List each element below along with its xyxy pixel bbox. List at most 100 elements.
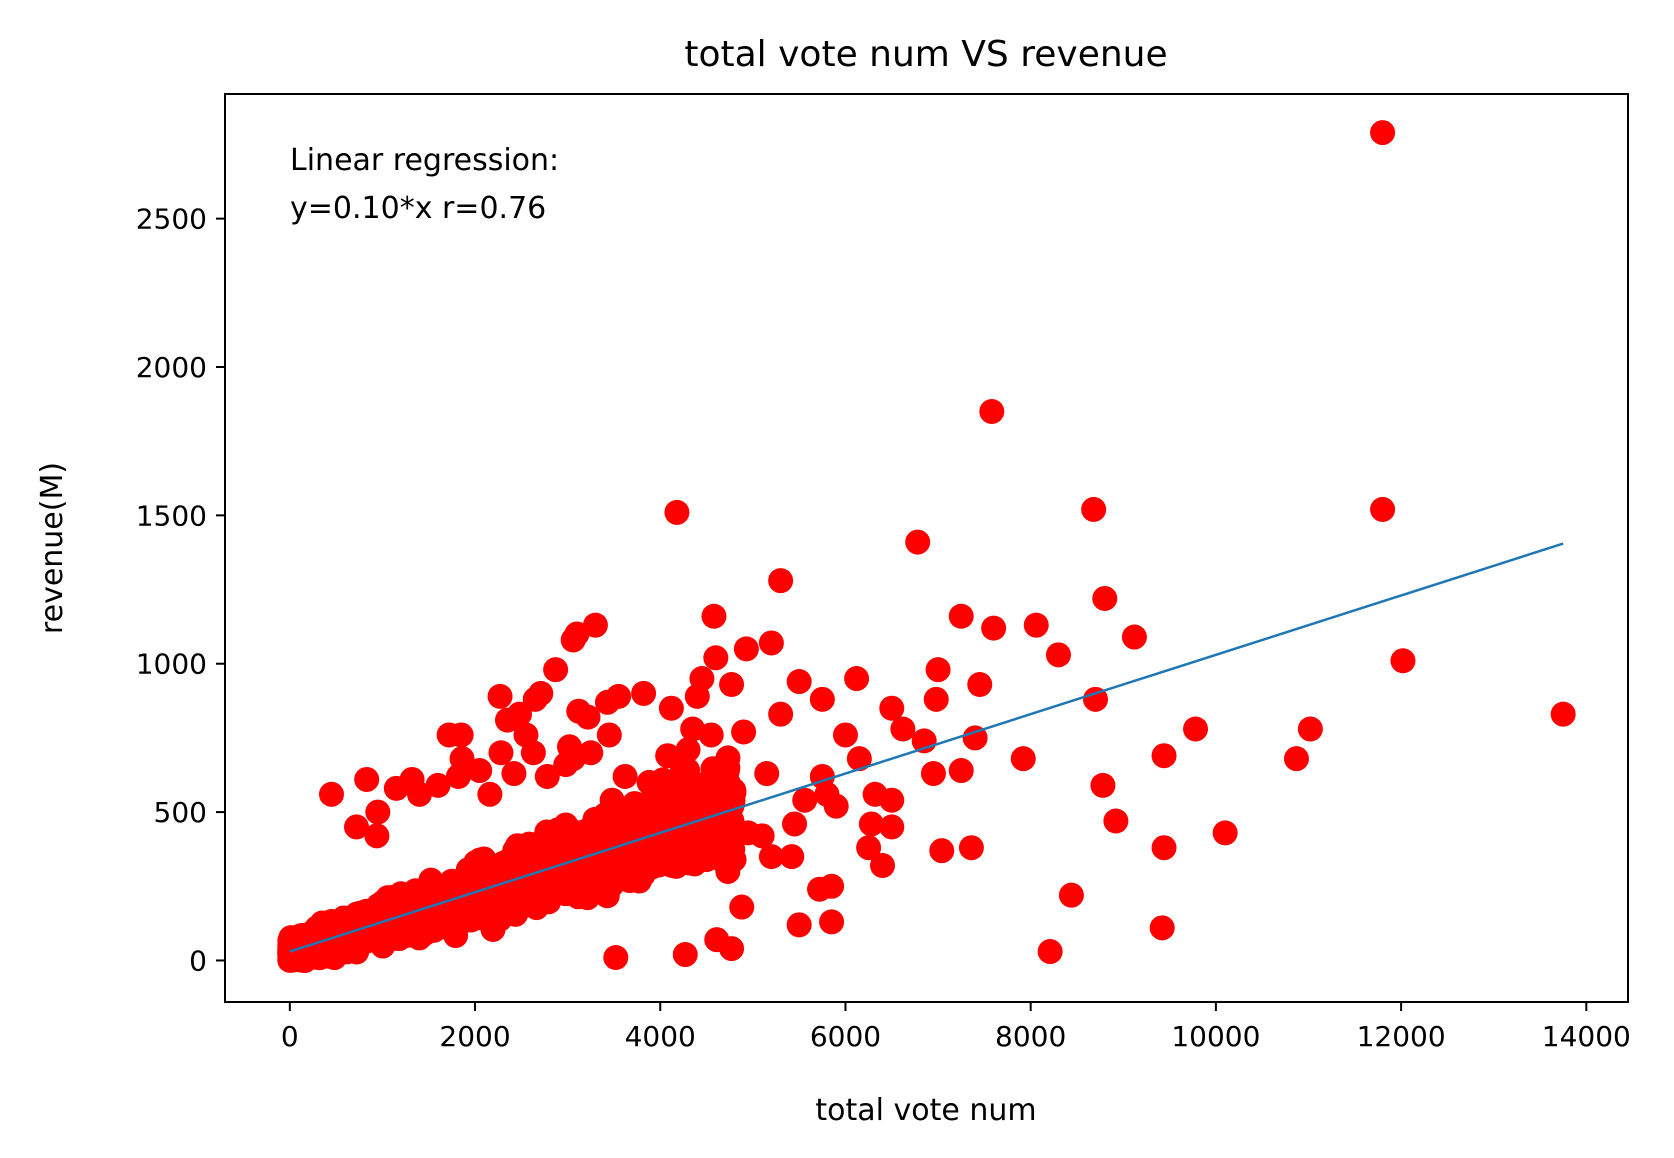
- data-point: [754, 761, 780, 787]
- data-point: [846, 746, 872, 772]
- data-point: [528, 884, 554, 910]
- data-point: [1058, 882, 1084, 908]
- x-tick-label: 6000: [810, 1020, 881, 1053]
- data-point: [856, 835, 882, 861]
- plot-area: [277, 120, 1576, 973]
- data-point: [594, 689, 620, 715]
- chart-title: total vote num VS revenue: [684, 34, 1167, 75]
- data-point: [522, 686, 548, 712]
- data-point: [905, 529, 931, 555]
- data-point: [1045, 642, 1071, 668]
- data-point: [477, 781, 503, 807]
- x-tick-label: 14000: [1542, 1020, 1631, 1053]
- data-point: [278, 940, 304, 966]
- data-point: [425, 772, 451, 798]
- data-point: [1149, 915, 1175, 941]
- data-point: [553, 752, 579, 778]
- data-point: [575, 704, 601, 730]
- data-point: [768, 701, 794, 727]
- data-point: [406, 781, 432, 807]
- data-point: [1121, 624, 1147, 650]
- data-point: [698, 722, 724, 748]
- data-point: [704, 927, 730, 953]
- data-point: [948, 758, 974, 784]
- data-point: [603, 944, 629, 970]
- data-point: [715, 858, 741, 884]
- y-tick-label: 1000: [136, 648, 207, 681]
- data-point: [958, 835, 984, 861]
- data-point: [749, 823, 775, 849]
- data-point: [1297, 716, 1323, 742]
- data-point: [703, 645, 729, 671]
- data-point: [578, 879, 604, 905]
- data-point: [684, 683, 710, 709]
- data-point: [979, 399, 1005, 425]
- data-point: [929, 838, 955, 864]
- data-point: [920, 761, 946, 787]
- data-point: [792, 787, 818, 813]
- data-point: [521, 836, 547, 862]
- data-point: [560, 627, 586, 653]
- data-point: [512, 856, 538, 882]
- data-point: [1151, 835, 1177, 861]
- data-point: [1212, 820, 1238, 846]
- data-point: [911, 728, 937, 754]
- data-point: [669, 758, 695, 784]
- data-point: [383, 775, 409, 801]
- data-point: [467, 758, 493, 784]
- data-point: [729, 894, 755, 920]
- data-point: [672, 942, 698, 968]
- data-point: [445, 763, 471, 789]
- data-point: [596, 722, 622, 748]
- data-point: [962, 725, 988, 751]
- data-point: [879, 695, 905, 721]
- data-point: [354, 766, 380, 792]
- x-tick-label: 8000: [995, 1020, 1066, 1053]
- data-point: [582, 612, 608, 638]
- data-point: [782, 811, 808, 837]
- y-axis: 0 500 1000 1500 2000 2500: [136, 203, 225, 977]
- data-point: [625, 851, 651, 877]
- y-tick-label: 0: [189, 944, 207, 977]
- data-point: [543, 657, 569, 683]
- data-point: [1103, 808, 1129, 834]
- x-axis-label: total vote num: [815, 1093, 1036, 1128]
- data-point: [586, 812, 612, 838]
- data-point: [1183, 716, 1209, 742]
- data-point: [1151, 743, 1177, 769]
- data-point: [807, 876, 833, 902]
- data-point: [627, 793, 653, 819]
- y-axis-label: revenue(M): [35, 462, 70, 634]
- data-point: [731, 719, 757, 745]
- data-point: [612, 763, 638, 789]
- data-point: [1370, 496, 1396, 522]
- data-point: [675, 737, 701, 763]
- x-tick-label: 10000: [1171, 1020, 1260, 1053]
- data-point: [1010, 746, 1036, 772]
- data-point: [1037, 939, 1063, 965]
- data-point: [819, 909, 845, 935]
- y-tick-label: 500: [154, 796, 207, 829]
- y-tick-label: 1500: [136, 499, 207, 532]
- data-point: [879, 814, 905, 840]
- y-tick-label: 2500: [136, 203, 207, 236]
- data-point: [636, 769, 662, 795]
- annotation-line-1: Linear regression:: [290, 143, 559, 178]
- data-point: [1090, 772, 1116, 798]
- data-point: [534, 763, 560, 789]
- data-point: [658, 695, 684, 721]
- data-point: [786, 669, 812, 695]
- data-point: [1390, 648, 1416, 674]
- x-axis: 0 2000 4000 6000 8000 10000 12000 14000: [281, 1002, 1631, 1053]
- data-point: [890, 716, 916, 742]
- data-point: [344, 814, 370, 840]
- data-point: [379, 896, 405, 922]
- x-tick-label: 4000: [625, 1020, 696, 1053]
- data-point: [1092, 585, 1118, 611]
- data-point: [409, 909, 435, 935]
- data-point: [664, 499, 690, 525]
- data-point: [814, 781, 840, 807]
- data-point: [321, 931, 347, 957]
